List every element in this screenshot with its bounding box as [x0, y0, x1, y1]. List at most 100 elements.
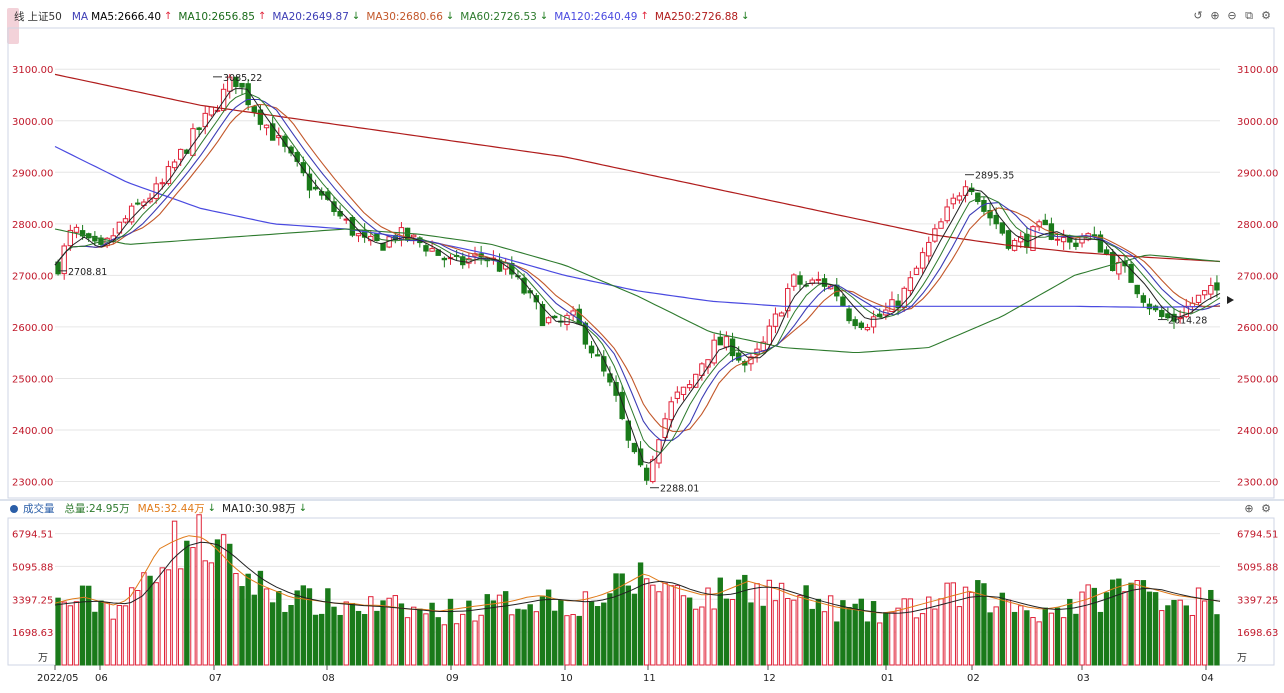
volume-bar — [496, 594, 503, 666]
candle-body — [1054, 238, 1061, 241]
up-arrow-icon: ↑ — [640, 11, 649, 22]
volume-bar — [668, 585, 674, 666]
index-name[interactable]: 上证50 — [27, 11, 62, 23]
volume-bar — [1054, 607, 1061, 666]
volume-bar — [1189, 614, 1196, 666]
ma-label[interactable]: MA — [71, 11, 89, 23]
y-tick-label-right: 3000.00 — [1237, 117, 1278, 128]
volume-bar — [1152, 592, 1159, 666]
volume-bar — [926, 596, 932, 666]
candle-body — [282, 135, 288, 147]
candle-body — [950, 197, 956, 205]
volume-bar — [1024, 610, 1030, 666]
x-tick-label: 08 — [322, 673, 335, 684]
candle-body — [288, 146, 294, 154]
volume-unit-left: 万 — [38, 653, 48, 664]
x-tick-label: 03 — [1077, 673, 1090, 684]
volume-bar — [607, 593, 613, 666]
volume-bar — [981, 583, 987, 666]
volume-bar — [760, 605, 766, 666]
volume-bar — [73, 601, 80, 666]
ma-legend-items: MA5:2666.40 ↑ MA10:2656.85 ↑ MA20:2649.87 ↓ MA… — [91, 8, 755, 26]
candle-body — [1177, 317, 1183, 320]
candle-body — [98, 237, 104, 245]
candle-body — [1201, 290, 1208, 296]
volume-bar — [1048, 612, 1055, 666]
candle-body — [1165, 313, 1171, 319]
ma-legend-item: MA60:2726.53 — [460, 11, 537, 23]
candle-body — [429, 248, 435, 252]
candle-body — [196, 127, 202, 130]
volume-bar — [1171, 599, 1177, 666]
volume-bar — [656, 591, 662, 666]
volume-bar — [441, 624, 448, 666]
ma120-line — [54, 145, 1221, 308]
volume-bar — [509, 614, 515, 666]
candle-body — [208, 106, 215, 116]
side-tab[interactable] — [7, 8, 19, 44]
volume-bar — [968, 591, 975, 666]
candle-body — [269, 123, 276, 141]
x-tick-label: 02 — [967, 673, 980, 684]
volume-bar — [778, 582, 785, 666]
candle-body — [92, 235, 98, 242]
volume-bar — [895, 607, 901, 666]
volume-bar — [809, 608, 815, 666]
candle-body — [349, 217, 356, 236]
volume-bar — [460, 613, 466, 666]
volume-bar — [1091, 587, 1098, 666]
candle-body — [619, 391, 625, 420]
volume-bar — [208, 562, 215, 666]
settings-icon[interactable]: ⚙ — [1261, 9, 1271, 22]
reset-icon[interactable]: ↺ — [1193, 9, 1203, 22]
y-tick-label-left: 3000.00 — [12, 117, 53, 128]
down-arrow-icon: ↓ — [298, 503, 308, 514]
volume-dot-icon[interactable] — [10, 505, 18, 513]
candle-body — [607, 373, 613, 383]
volume-bar — [846, 607, 852, 666]
volume-bars — [55, 514, 1220, 666]
volume-bar — [374, 610, 380, 666]
volume-bar — [748, 602, 754, 666]
volume-bar — [306, 588, 313, 666]
candle-body — [870, 316, 877, 328]
y-tick-label-right: 2600.00 — [1237, 323, 1278, 334]
candle-body — [128, 205, 135, 223]
current-price-marker — [1227, 296, 1234, 304]
volume-bar — [521, 609, 527, 666]
volume-zoom-icon[interactable]: ⊕ — [1244, 502, 1254, 515]
volume-bar — [791, 599, 797, 666]
candle-body — [643, 467, 650, 481]
window-icon[interactable]: ⧉ — [1245, 9, 1253, 22]
candle-body — [79, 230, 86, 237]
volume-bar — [999, 592, 1006, 666]
volume-bar — [932, 608, 938, 666]
price-annotation: 2895.35 — [965, 171, 1014, 182]
volume-bar — [1005, 599, 1012, 666]
candle-body — [1103, 249, 1110, 255]
zoom-out-icon[interactable]: ⊖ — [1227, 9, 1237, 22]
volume-bar — [239, 586, 245, 666]
candle-body — [1091, 234, 1098, 237]
volume-bar — [1042, 607, 1048, 666]
volume-bar — [196, 514, 202, 666]
volume-bar — [883, 612, 889, 666]
candle-body — [926, 241, 932, 257]
volume-bar — [754, 583, 760, 666]
volume-bar — [797, 595, 803, 666]
zoom-in-icon[interactable]: ⊕ — [1210, 9, 1220, 22]
volume-settings-icon[interactable]: ⚙ — [1261, 502, 1271, 515]
volume-bar — [864, 621, 871, 666]
volume-bar — [803, 585, 809, 666]
volume-bar — [1122, 591, 1128, 666]
candle-body — [987, 209, 993, 219]
candle-body — [564, 314, 570, 326]
volume-bar — [251, 594, 257, 666]
candle-body — [122, 218, 129, 223]
volume-bar — [680, 595, 687, 666]
volume-bar — [447, 598, 454, 666]
volume-y-tick-left: 5095.88 — [12, 562, 53, 573]
volume-title[interactable]: 成交量 — [23, 503, 55, 515]
candle-body — [907, 277, 914, 292]
